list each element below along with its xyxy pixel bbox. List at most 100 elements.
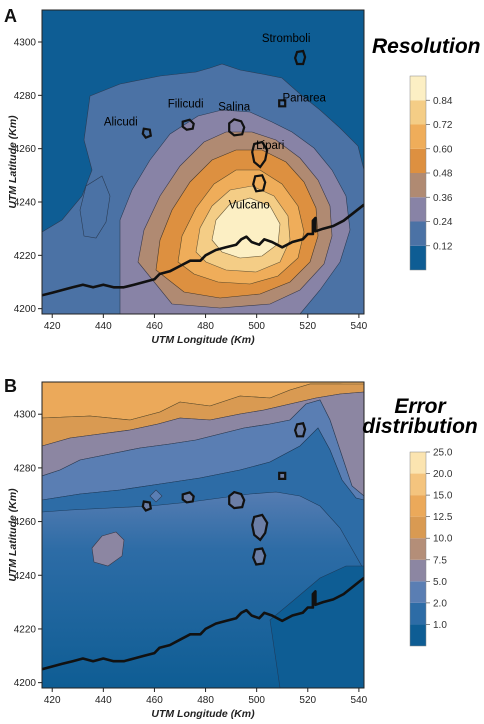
panel-a-title: Resolution — [372, 35, 481, 58]
panel-b-x-tick-label: 520 — [299, 695, 316, 706]
error-legend-label: 7.5 — [433, 555, 447, 566]
panel-a-x-tick-label: 420 — [44, 321, 61, 332]
error-legend-label: 1.0 — [433, 620, 447, 631]
panel-a-y-tick-label: 4240 — [14, 198, 37, 209]
island-label-vulcano: Vulcano — [229, 199, 270, 211]
panel-a-y-axis-label: UTM Latitude (Km) — [7, 115, 19, 209]
error-legend-swatch — [410, 473, 426, 496]
error-legend-label: 2.0 — [433, 598, 447, 609]
panel-b-y-tick-label: 4220 — [14, 624, 37, 635]
resolution-legend-swatch — [410, 173, 426, 198]
panel-b-title: Error distribution — [362, 395, 477, 438]
panel-a-y-tick-label: 4300 — [14, 38, 37, 49]
panel-b-title-line-2: distribution — [362, 415, 477, 438]
panel-a-x-tick-label: 540 — [351, 321, 368, 332]
resolution-legend-label: 0.24 — [433, 217, 453, 228]
resolution-left-lobe — [79, 175, 111, 239]
resolution-legend-swatch — [410, 148, 426, 173]
island-outline-filicudi — [181, 491, 195, 504]
island-label-panarea: Panarea — [282, 92, 326, 104]
panel-b-letter: B — [4, 376, 17, 396]
island-outline-stromboli — [293, 422, 307, 438]
panel-a-letter: A — [4, 6, 17, 26]
panel-b-y-tick-label: 4200 — [14, 678, 37, 689]
island-label-lipari: Lipari — [256, 140, 284, 152]
resolution-legend-swatch — [410, 221, 426, 246]
resolution-legend-label: 0.84 — [433, 96, 453, 107]
resolution-level-7 — [211, 197, 281, 259]
panel-b-title-line-1: Error — [394, 395, 447, 418]
error-legend-label: 10.0 — [433, 534, 453, 545]
error-legend-swatch — [410, 624, 426, 646]
panel-b-x-tick-label: 500 — [248, 695, 265, 706]
panel-a-y-tick-label: 4200 — [14, 304, 37, 315]
island-outline-alicudi — [141, 127, 153, 140]
island-outline-lipari — [251, 140, 269, 169]
error-tiny-patch — [149, 489, 163, 503]
panel-a-y-tick-label: 4220 — [14, 251, 37, 262]
panel-b-y-tick-label: 4260 — [14, 517, 37, 528]
panel-a-plot-area: Stromboli Panarea Salina Filicudi Alicudi Lip… — [42, 10, 364, 314]
panel-b-y-tick-label: 4280 — [14, 463, 37, 474]
panel-a-x-axis-label: UTM Longitude (Km) — [151, 334, 255, 346]
error-level-blue — [42, 427, 364, 571]
panel-a: A Stromboli Panarea Salina Filicudi Alicudi L… — [4, 6, 481, 346]
island-outline-panarea — [278, 99, 287, 108]
resolution-legend-label: 0.36 — [433, 193, 453, 204]
panel-a-x-tick-label: 500 — [248, 321, 265, 332]
panel-b-x-tick-label: 540 — [351, 695, 368, 706]
error-legend-frame — [409, 451, 427, 647]
panel-a-x-tick-label: 460 — [146, 321, 163, 332]
panel-b-frame — [41, 381, 365, 689]
coastline-b — [42, 576, 364, 671]
resolution-legend-swatch — [410, 100, 426, 125]
error-legend-swatch — [410, 516, 426, 539]
island-label-filicudi: Filicudi — [168, 99, 204, 111]
resolution-legend-label: 0.48 — [433, 169, 453, 180]
island-outline-panarea — [278, 471, 287, 480]
panel-a-legend: 0.12 0.24 0.36 0.48 0.60 0.72 0.84 — [409, 75, 453, 271]
resolution-legend-swatch — [410, 245, 426, 270]
panel-a-x-tick-label: 480 — [197, 321, 214, 332]
panel-a-frame — [41, 9, 365, 315]
resolution-legend-label: 0.72 — [433, 120, 453, 131]
panel-a-y-tick-label: 4260 — [14, 144, 37, 155]
island-outline-alicudi — [141, 500, 153, 512]
panel-b-plot-area — [42, 382, 364, 688]
panel-b-legend: 1.0 2.0 5.0 7.5 10.0 12.5 15.0 20.0 25.0 — [409, 448, 453, 647]
error-legend-label: 12.5 — [433, 512, 453, 523]
island-outline-stromboli — [293, 49, 307, 66]
island-outline-filicudi — [181, 118, 195, 131]
panel-b-y-axis-label: UTM Latitude (Km) — [7, 488, 19, 582]
error-legend-swatch — [410, 602, 426, 625]
coastline-a — [42, 203, 364, 297]
island-label-alicudi: Alicudi — [104, 117, 138, 129]
panel-b-x-tick-label: 460 — [146, 695, 163, 706]
panel-b-y-tick-label: 4240 — [14, 571, 37, 582]
panel-a-y-tick-label: 4280 — [14, 91, 37, 102]
error-legend-swatch — [410, 452, 426, 474]
island-outline-vulcano — [252, 174, 267, 193]
island-outline-salina — [228, 490, 246, 510]
error-legend-label: 20.0 — [433, 469, 453, 480]
error-legend-swatch — [410, 581, 426, 603]
resolution-legend-swatch — [410, 197, 426, 222]
panel-a-x-tick-label: 520 — [299, 321, 316, 332]
panel-b-x-tick-label: 480 — [197, 695, 214, 706]
island-outline-lipari — [251, 513, 269, 542]
island-outline-salina — [228, 118, 246, 137]
resolution-legend-label: 0.12 — [433, 241, 453, 252]
resolution-legend-swatch — [410, 124, 426, 149]
error-legend-swatch — [410, 559, 426, 582]
error-small-blob — [91, 531, 125, 567]
panel-b-x-axis-label: UTM Longitude (Km) — [151, 708, 255, 720]
panel-b-x-tick-label: 440 — [95, 695, 112, 706]
panel-b-x-tick-label: 420 — [44, 695, 61, 706]
resolution-legend-label: 0.60 — [433, 144, 453, 155]
error-legend-swatch — [410, 495, 426, 517]
panel-b: B 420 440 460 480 500 520 540 4200 4220 4240 4260 4… — [4, 376, 478, 720]
error-legend-label: 5.0 — [433, 577, 447, 588]
resolution-legend-swatch — [410, 76, 426, 101]
panel-b-y-tick-label: 4300 — [14, 410, 37, 421]
